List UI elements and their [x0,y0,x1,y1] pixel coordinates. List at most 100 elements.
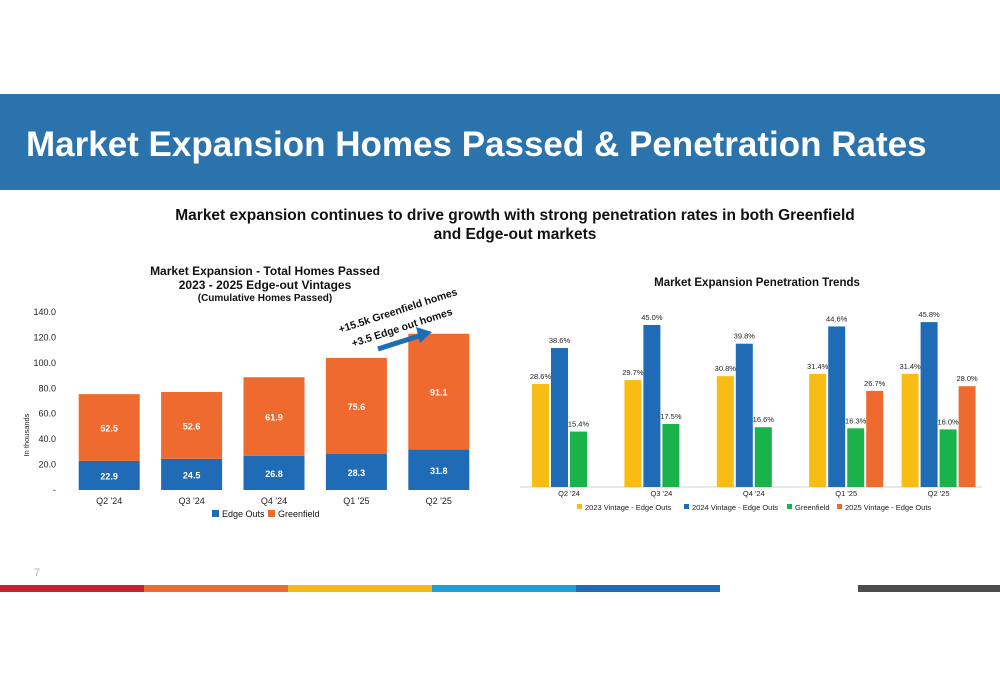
penetration-bar [939,429,957,487]
page-number: 7 [34,567,41,579]
bar-data-label: 52.5 [100,424,118,434]
bar-greenfield [161,391,223,459]
penetration-data-label: 17.5% [660,412,682,421]
penetration-bar [847,428,865,487]
bar-data-label: 22.9 [100,471,118,481]
chart-left-subtitle: (Cumulative Homes Passed) [198,293,333,304]
penetration-data-label: 30.8% [715,364,737,373]
bar-edge-outs [78,460,140,490]
bar-edge-outs [408,449,470,490]
legend-label: 2023 Vintage - Edge Outs [585,503,671,512]
penetration-data-label: 16.0% [937,417,959,426]
penetration-data-label: 39.8% [734,332,756,341]
legend-swatch [684,504,689,509]
chart-left-ylabel: In thousands [22,413,31,456]
bar-data-label: 75.6 [348,402,366,412]
y-tick-label: 100.0 [33,358,56,368]
x-tick-label: Q1 '25 [835,489,857,498]
x-tick-label: Q4 '24 [261,496,287,506]
bar-data-label: 24.5 [183,470,201,480]
bar-greenfield [325,357,387,455]
penetration-bar [624,380,642,487]
bar-greenfield [78,394,140,461]
y-tick-label: 40.0 [38,434,56,444]
footer-stripe-blue [576,585,720,592]
bar-edge-outs [243,455,305,490]
x-tick-label: Q2 '24 [558,489,580,498]
penetration-data-label: 31.4% [899,362,921,371]
penetration-data-label: 31.4% [807,362,829,371]
penetration-data-label: 38.6% [549,336,571,345]
penetration-trends-chart: Market Expansion Penetration Trends 28.6… [520,277,982,512]
penetration-data-label: 28.0% [956,374,978,383]
legend-label: 2024 Vintage - Edge Outs [692,503,778,512]
chart-left-title-line2: 2023 - 2025 Edge-out Vintages [179,278,352,292]
penetration-bar [735,343,753,487]
penetration-bar [716,376,734,487]
y-tick-label: 80.0 [38,383,56,393]
penetration-data-label: 45.8% [918,310,940,319]
page-title: Market Expansion Homes Passed & Penetrat… [26,125,927,164]
legend-label: Greenfield [795,503,830,512]
legend-label-greenfield: Greenfield [278,509,320,519]
penetration-data-label: 26.7% [864,379,886,388]
penetration-data-label: 45.0% [641,313,663,322]
penetration-data-label: 28.6% [530,372,552,381]
bar-data-label: 28.3 [348,468,366,478]
legend-label: 2025 Vintage - Edge Outs [845,503,931,512]
footer-stripe-cyan [432,585,576,592]
y-tick-label: 120.0 [33,332,56,342]
penetration-bar [901,373,919,487]
legend-label-edge-outs: Edge Outs [222,509,265,519]
penetration-data-label: 15.4% [568,420,590,429]
title-bar [0,94,1000,190]
bar-greenfield [408,333,470,450]
x-tick-label: Q2 '25 [928,489,950,498]
legend-swatch-greenfield [268,510,275,517]
y-tick-label: 140.0 [33,307,56,317]
chart-right-legend: 2023 Vintage - Edge Outs 2024 Vintage - E… [577,503,931,512]
annotation-arrow [377,327,432,352]
penetration-bar [828,326,846,487]
footer-stripe-red [0,585,144,592]
bar-data-label: 52.6 [183,421,201,431]
penetration-bar [866,390,884,487]
homes-passed-chart: Market Expansion - Total Homes Passed 20… [22,264,470,519]
x-tick-label: Q3 '24 [178,496,204,506]
legend-swatch-edge-outs [212,510,219,517]
x-tick-label: Q3 '24 [650,489,672,498]
x-tick-label: Q2 '24 [96,496,122,506]
x-tick-label: Q4 '24 [743,489,765,498]
bar-edge-outs [325,454,387,490]
legend-swatch [787,504,792,509]
bar-greenfield [243,377,305,456]
bar-data-label: 61.9 [265,413,283,423]
penetration-bar [662,424,680,487]
subtitle-line-2: and Edge-out markets [433,226,597,243]
y-tick-label: 20.0 [38,460,56,470]
legend-swatch [837,504,842,509]
penetration-bar [532,384,549,487]
y-tick-label: - [53,485,56,495]
bar-data-label: 91.1 [430,388,448,398]
penetration-bar [920,322,938,487]
chart-left-legend: Edge Outs Greenfield [212,509,320,519]
footer-stripe-gray [858,585,1000,592]
penetration-data-label: 29.7% [622,368,644,377]
legend-swatch [577,504,582,509]
penetration-data-label: 16.3% [845,416,867,425]
footer-stripe-orange [144,585,288,592]
page-subtitle: Market expansion continues to drive grow… [100,206,930,244]
bar-edge-outs [161,458,223,490]
penetration-bar [754,427,772,487]
penetration-bar [643,325,661,487]
bar-data-label: 31.8 [430,466,448,476]
penetration-bar [570,431,587,487]
penetration-bar [551,348,568,487]
bar-data-label: 26.8 [265,469,283,479]
penetration-data-label: 44.6% [826,314,848,323]
y-tick-label: 60.0 [38,409,56,419]
footer-stripe-yellow [288,585,432,592]
x-tick-label: Q2 '25 [426,496,452,506]
chart-right-title: Market Expansion Penetration Trends [654,277,860,289]
